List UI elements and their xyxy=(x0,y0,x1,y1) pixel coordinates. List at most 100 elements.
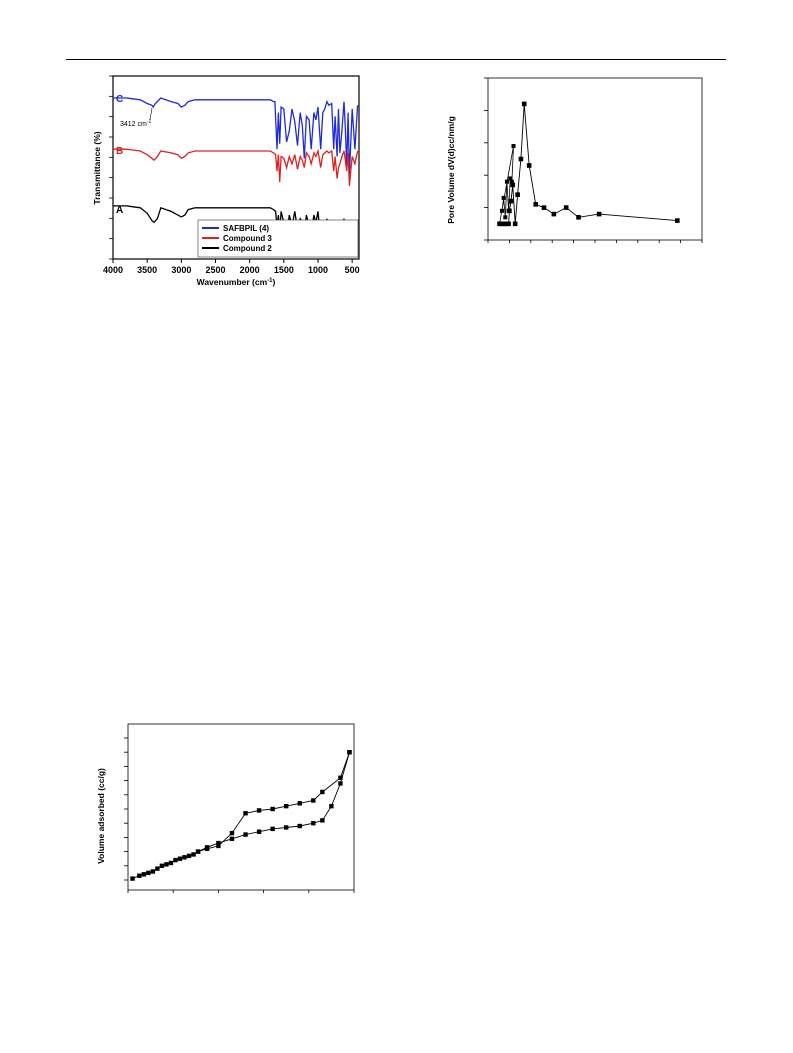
iso-point xyxy=(141,872,147,877)
iso-point xyxy=(191,852,196,857)
pore-point xyxy=(506,221,511,227)
pore-point xyxy=(503,215,508,220)
iso-point xyxy=(270,806,275,812)
ftir-x-ticks: 4000 3500 3000 2500 2000 1500 1000 500 xyxy=(103,259,360,275)
iso-point xyxy=(338,775,343,780)
iso-point xyxy=(229,836,235,842)
iso-point xyxy=(216,840,221,846)
isotherm-plot-frame xyxy=(127,723,355,891)
iso-point xyxy=(320,818,325,823)
iso-point xyxy=(320,789,325,795)
legend-entry-compound-2: Compound 2 xyxy=(223,244,272,253)
ftir-x-tick-label-0: 4000 xyxy=(103,265,123,275)
ftir-series-label-c: C xyxy=(116,94,123,105)
ftir-x-tick-label-6: 1000 xyxy=(308,265,328,275)
pore-series-line xyxy=(499,103,678,225)
iso-point xyxy=(168,860,174,866)
ftir-series-line-1 xyxy=(113,148,359,186)
legend-entry-safbpil: SAFBPIL (4) xyxy=(223,224,269,233)
pore-point xyxy=(518,156,524,162)
pore-point xyxy=(501,195,506,200)
iso-point xyxy=(256,808,262,813)
iso-point xyxy=(155,866,160,871)
ftir-y-ticks xyxy=(109,75,113,260)
iso-point xyxy=(270,826,275,832)
pore-point xyxy=(515,192,520,197)
iso-point xyxy=(146,870,151,876)
ftir-x-tick-label-7: 500 xyxy=(345,265,360,275)
iso-point xyxy=(186,853,192,859)
iso-point xyxy=(216,843,221,849)
isotherm-axis-ticks xyxy=(124,737,355,893)
header-rule xyxy=(66,59,726,60)
pore-plot-area xyxy=(497,101,680,227)
ftir-annotation-arrow xyxy=(149,107,153,121)
pore-point xyxy=(506,208,511,213)
pore-volume-figure: Pore Volume dV(d)cc/nm/g xyxy=(446,77,703,243)
ftir-series-label-b: B xyxy=(116,146,123,157)
pore-point xyxy=(510,182,515,188)
pore-point xyxy=(526,163,532,168)
iso-point xyxy=(173,857,178,863)
iso-point xyxy=(284,825,289,830)
iso-point xyxy=(256,829,262,834)
ftir-x-tick-label-3: 2500 xyxy=(205,265,225,275)
iso-point xyxy=(164,862,169,867)
isotherm-plot-area xyxy=(130,750,352,881)
pore-point xyxy=(541,205,547,210)
ftir-x-tick-label-2: 3000 xyxy=(171,265,191,275)
legend-entry-compound-3: Compound 3 xyxy=(223,234,272,243)
ftir-series-line-0 xyxy=(113,97,359,175)
pore-point xyxy=(576,215,581,220)
iso-point xyxy=(284,803,289,809)
pore-point xyxy=(504,179,509,184)
pore-point xyxy=(508,198,514,204)
iso-point xyxy=(159,863,165,868)
pore-axis-ticks xyxy=(484,77,703,243)
iso-point xyxy=(243,832,248,837)
ftir-x-tick-label-1: 3500 xyxy=(137,265,157,275)
pore-point xyxy=(563,205,569,210)
iso-point xyxy=(150,869,156,874)
pore-y-axis-title: Pore Volume dV(d)cc/nm/g xyxy=(446,116,456,224)
iso-point xyxy=(177,856,183,861)
pore-point xyxy=(512,221,518,227)
isotherm-figure: Volume adsorbed (cc/g) xyxy=(96,723,355,893)
ftir-y-axis-title: Transmittance (%) xyxy=(92,131,102,204)
iso-point xyxy=(311,798,316,803)
pore-point xyxy=(675,218,680,223)
iso-series-line-0 xyxy=(132,752,350,880)
isotherm-y-axis-title: Volume adsorbed (cc/g) xyxy=(96,768,106,864)
pore-point xyxy=(521,101,527,107)
pore-point xyxy=(508,176,513,181)
iso-series-line-1 xyxy=(197,752,350,853)
pore-point xyxy=(511,144,516,149)
pore-point xyxy=(497,221,502,227)
ftir-x-axis-title: Wavenumber (cm-1) xyxy=(197,277,276,287)
pore-point xyxy=(509,179,514,184)
iso-point xyxy=(347,750,352,755)
iso-point xyxy=(338,781,343,786)
ftir-x-tick-label-5: 1500 xyxy=(274,265,294,275)
ftir-figure: 4000 3500 3000 2500 2000 1500 1000 500 C B A 34… xyxy=(92,75,360,287)
pore-point xyxy=(499,208,504,213)
iso-point xyxy=(311,821,316,826)
iso-point xyxy=(195,849,201,854)
iso-point xyxy=(130,876,135,881)
ftir-legend: SAFBPIL (4) Compound 3 Compound 2 xyxy=(197,219,359,258)
ftir-annotation: 3412 cm-1 xyxy=(120,119,152,128)
iso-point xyxy=(182,855,187,860)
iso-point xyxy=(229,830,235,836)
iso-point xyxy=(204,846,210,851)
iso-point xyxy=(297,823,302,829)
pore-point xyxy=(533,202,539,207)
iso-point xyxy=(297,801,302,806)
iso-point xyxy=(243,811,248,816)
ftir-plot-frame xyxy=(112,75,360,260)
pore-point xyxy=(551,211,557,217)
pore-point xyxy=(596,211,602,217)
ftir-x-tick-label-4: 2000 xyxy=(240,265,260,275)
iso-point xyxy=(137,873,142,878)
iso-point xyxy=(329,803,334,809)
ftir-series-label-a: A xyxy=(116,205,123,216)
